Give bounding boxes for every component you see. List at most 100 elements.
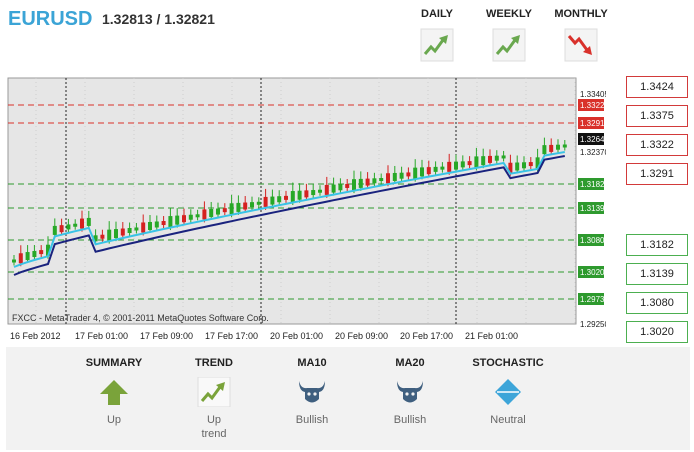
bullish-candle xyxy=(494,155,499,161)
bullish-candle xyxy=(25,252,30,261)
support-tag: 1.31392 xyxy=(580,204,606,213)
daily-label: DAILY xyxy=(421,8,453,20)
bearish-candle xyxy=(365,178,370,186)
bearish-candle xyxy=(508,162,513,173)
bullish-candle xyxy=(562,144,567,148)
bullish-candle xyxy=(236,202,241,212)
bearish-candle xyxy=(386,173,390,184)
bullish-candle xyxy=(188,214,193,220)
ma20-title: MA20 xyxy=(395,357,425,369)
bull-icon xyxy=(397,381,423,403)
bullish-candle xyxy=(297,190,302,200)
resistance-tag-bg xyxy=(578,117,604,129)
bullish-candle xyxy=(399,172,404,179)
bullish-candle xyxy=(413,167,418,179)
y-tick-label: 1.32370 xyxy=(580,148,606,157)
bullish-candle xyxy=(107,229,112,241)
bullish-candle xyxy=(46,244,50,256)
bullish-candle xyxy=(168,216,173,228)
up-arrow-icon xyxy=(100,380,128,405)
bullish-candle xyxy=(114,229,118,239)
bearish-candle xyxy=(120,228,125,236)
bullish-candle xyxy=(522,162,526,169)
bullish-candle xyxy=(460,161,465,168)
bid-ask-quotes: 1.32813 / 1.32821 xyxy=(102,11,215,27)
chart-watermark: FXCC - MetaTrader 4, © 2001-2011 MetaQuo… xyxy=(12,313,269,323)
ma10-value: Bullish xyxy=(295,414,329,426)
bullish-candle xyxy=(154,221,159,228)
support-tag-bg xyxy=(578,202,604,214)
bearish-candle xyxy=(528,162,533,167)
stochastic-title: STOCHASTIC xyxy=(472,357,544,369)
trend-value-text: Up trend xyxy=(201,414,227,440)
bearish-candle xyxy=(182,215,186,223)
neutral-diamond-icon xyxy=(495,379,521,405)
x-tick-label: 17 Feb 01:00 xyxy=(75,331,128,341)
price-chart[interactable]: 1.33224 1.32919 1.31824 1.31392 1.30805 1.302… xyxy=(6,76,609,344)
indicator-summary-panel: SUMMARY Up TREND Up trend MA10 Bullish M… xyxy=(6,347,690,450)
resistance-level-2: 1.3375 xyxy=(626,105,688,127)
stochastic-indicator: STOCHASTIC Neutral xyxy=(468,357,548,427)
bullish-candle xyxy=(420,167,424,177)
summary-indicator: SUMMARY Up xyxy=(74,357,154,427)
support-level-2: 1.3139 xyxy=(626,263,688,285)
y-tick-label: 1.29250 xyxy=(580,320,606,329)
bearish-candle xyxy=(80,218,84,229)
bullish-candle xyxy=(331,184,336,193)
x-tick-label: 21 Feb 01:00 xyxy=(465,331,518,341)
bullish-candle xyxy=(481,156,486,166)
x-tick-label: 17 Feb 17:00 xyxy=(205,331,258,341)
bullish-candle xyxy=(352,179,356,191)
bearish-candle xyxy=(345,183,350,188)
bearish-candle xyxy=(39,250,44,255)
ma-fast-line xyxy=(13,151,565,268)
weekly-label: WEEKLY xyxy=(485,8,533,20)
stochastic-value: Neutral xyxy=(490,414,526,426)
bullish-candle xyxy=(93,235,98,242)
bullish-candle xyxy=(338,184,343,191)
bearish-candle xyxy=(100,234,105,239)
chart-canvas: 1.33224 1.32919 1.31824 1.31392 1.30805 1.302… xyxy=(6,76,609,344)
bullish-candle xyxy=(32,251,37,258)
bullish-candle xyxy=(229,203,234,215)
ma10-indicator: MA10 Bullish xyxy=(272,357,352,427)
bullish-candle xyxy=(379,178,384,182)
bullish-candle xyxy=(209,208,214,217)
resistance-level-1: 1.3424 xyxy=(626,76,688,98)
tab-monthly[interactable]: MONTHLY xyxy=(546,8,616,62)
bearish-candle xyxy=(141,222,146,233)
resistance-level-4: 1.3291 xyxy=(626,163,688,185)
support-tag-bg xyxy=(578,266,604,278)
bullish-candle xyxy=(250,202,254,208)
bullish-candle xyxy=(134,227,139,231)
support-tag-bg xyxy=(578,178,604,190)
ma20-indicator: MA20 Bullish xyxy=(370,357,450,427)
up-trend-icon xyxy=(197,377,231,407)
bullish-candle xyxy=(86,217,91,226)
bullish-candle xyxy=(440,166,445,170)
bullish-candle xyxy=(556,144,560,150)
x-tick-label: 20 Feb 17:00 xyxy=(400,331,453,341)
current-price-tag: 1.32649 xyxy=(580,135,606,144)
bearish-candle xyxy=(406,172,411,177)
bullish-candle xyxy=(515,162,520,171)
bull-icon xyxy=(299,381,325,403)
bearish-candle xyxy=(426,167,431,175)
trend-title: TREND xyxy=(195,357,233,369)
bullish-candle xyxy=(535,157,540,169)
x-tick-label: 17 Feb 09:00 xyxy=(140,331,193,341)
monthly-label: MONTHLY xyxy=(554,8,608,20)
bearish-candle xyxy=(549,144,554,152)
bullish-candle xyxy=(66,224,71,230)
bullish-candle xyxy=(454,161,458,170)
bearish-candle xyxy=(263,196,268,207)
bearish-candle xyxy=(243,202,248,210)
bullish-candle xyxy=(311,190,316,196)
bearish-candle xyxy=(284,195,288,200)
bullish-candle xyxy=(474,156,479,168)
tab-daily[interactable]: DAILY xyxy=(402,8,472,62)
bullish-candle xyxy=(372,178,377,184)
ma-slow-line xyxy=(13,155,565,276)
tab-weekly[interactable]: WEEKLY xyxy=(474,8,544,62)
up-trend-icon xyxy=(492,28,526,62)
